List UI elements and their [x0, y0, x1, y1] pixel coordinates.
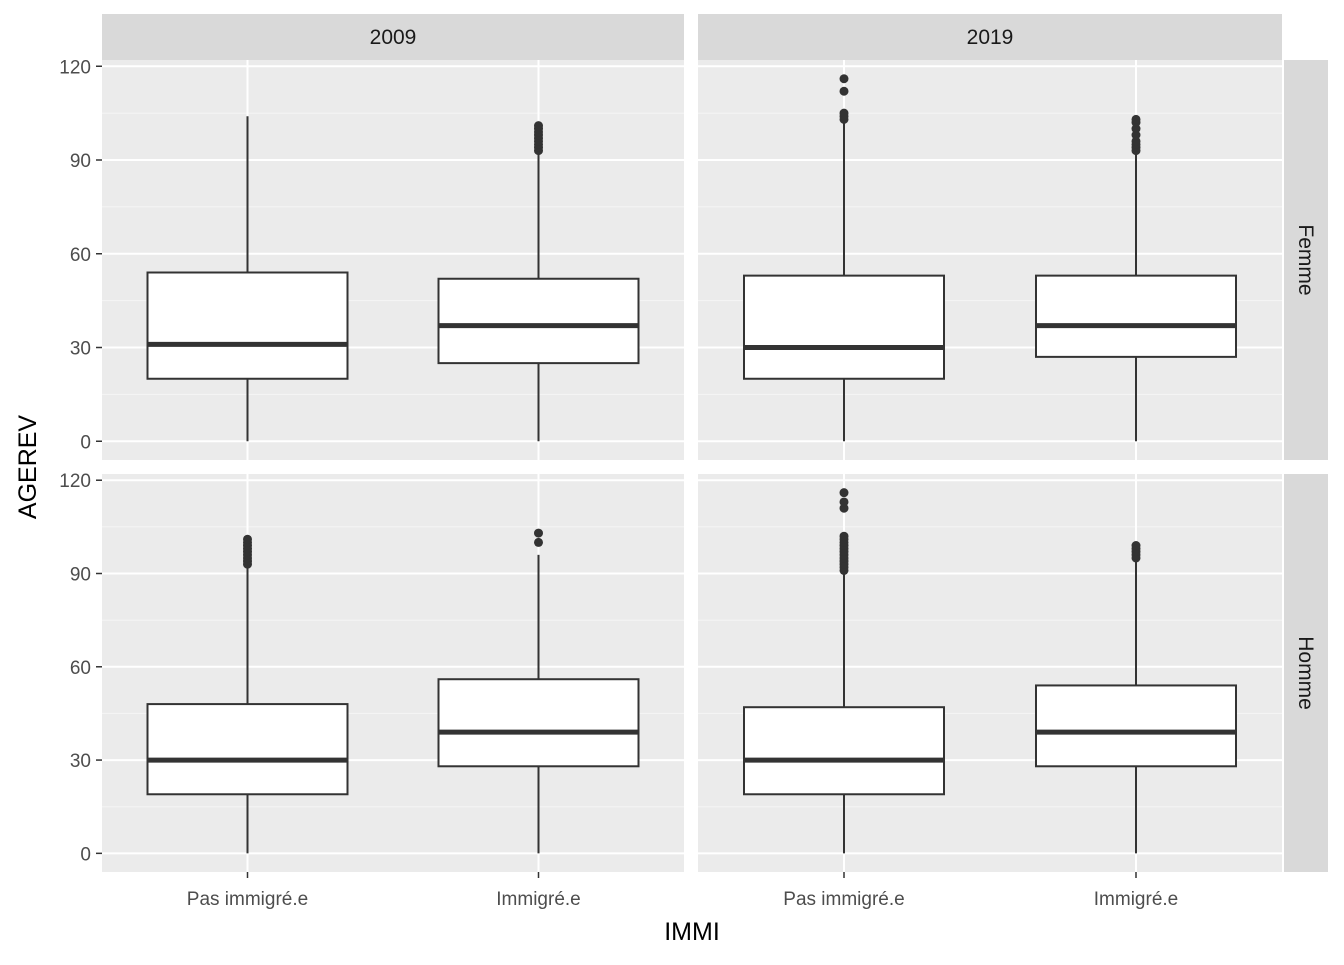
y-tick-label: 0 — [80, 432, 91, 453]
y-tick-label: 90 — [70, 565, 91, 586]
row-strip — [1284, 474, 1328, 872]
box-iqr — [743, 274, 945, 380]
panel-background — [698, 474, 1282, 872]
x-tick-label: Pas immigré.e — [187, 889, 308, 910]
row-strip-label: Homme — [1294, 636, 1317, 710]
y-axis-title: AGEREV — [14, 415, 42, 520]
y-tick-label: 60 — [70, 245, 91, 266]
outlier-point — [1131, 136, 1141, 146]
outlier-point — [1131, 124, 1141, 134]
box-iqr — [437, 277, 640, 365]
outlier-point — [1131, 114, 1141, 124]
x-tick-label: Immigré.e — [1094, 889, 1178, 910]
row-strip-label: Femme — [1294, 224, 1317, 295]
outlier-point — [534, 121, 543, 131]
outlier-point — [839, 497, 849, 507]
panel-background — [102, 474, 684, 872]
y-tick-label: 30 — [70, 339, 91, 360]
y-tick-label: 60 — [70, 658, 91, 679]
column-strip-label: 2009 — [370, 26, 417, 49]
outlier-point — [243, 534, 252, 544]
outlier-point — [534, 528, 543, 538]
panel-background — [698, 60, 1282, 460]
x-tick-label: Immigré.e — [496, 889, 580, 910]
y-tick-label: 0 — [80, 844, 91, 865]
box-iqr — [743, 706, 945, 796]
box-iqr — [146, 703, 349, 796]
outlier-point — [839, 503, 849, 513]
outlier-point — [839, 74, 849, 84]
box-iqr — [437, 678, 640, 768]
box-iqr — [1035, 274, 1237, 358]
row-strip — [1284, 60, 1328, 460]
column-strip-label: 2019 — [967, 26, 1014, 49]
x-axis-title: IMMI — [664, 918, 720, 946]
box-iqr — [1035, 684, 1237, 768]
box-iqr — [146, 271, 349, 380]
y-tick-label: 30 — [70, 751, 91, 772]
x-tick-label: Pas immigré.e — [783, 889, 904, 910]
outlier-point — [839, 531, 849, 541]
outlier-point — [839, 86, 849, 96]
outlier-point — [534, 537, 543, 547]
column-strip — [698, 14, 1282, 60]
y-tick-label: 120 — [59, 471, 91, 492]
outlier-point — [1131, 541, 1141, 551]
y-tick-label: 120 — [59, 57, 91, 78]
outlier-point — [839, 488, 849, 498]
column-strip — [102, 14, 684, 60]
outlier-point — [839, 108, 849, 118]
y-tick-label: 90 — [70, 151, 91, 172]
outlier-point — [1131, 130, 1141, 140]
panel-background — [102, 60, 684, 460]
